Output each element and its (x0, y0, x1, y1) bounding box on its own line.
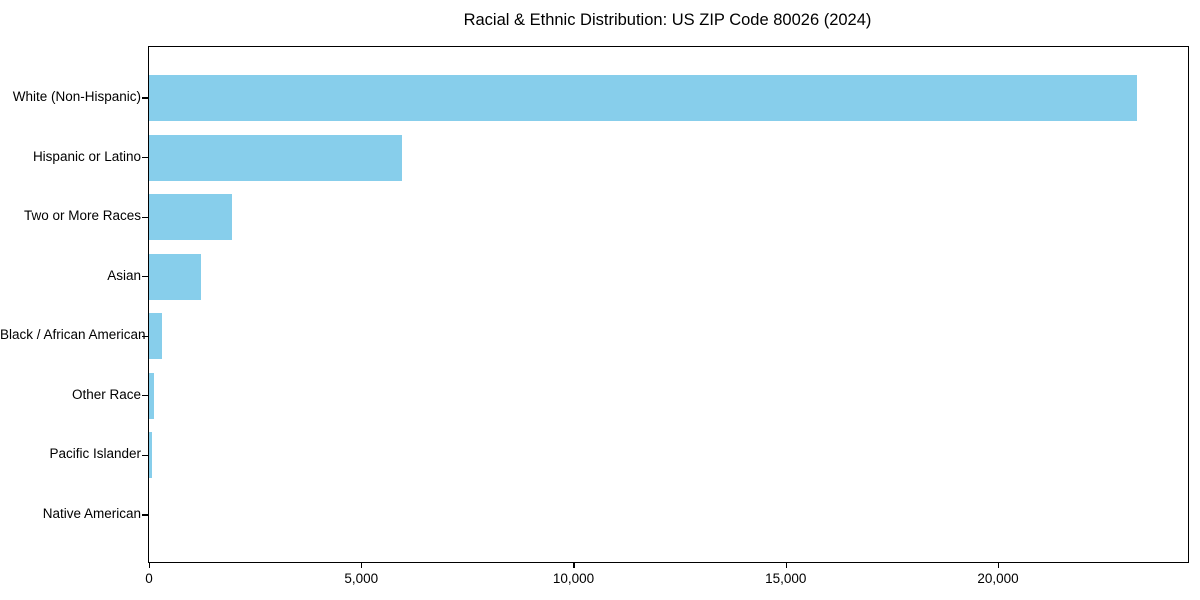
x-tick-label: 5,000 (344, 571, 379, 586)
y-label-white-non-hispanic: White (Non-Hispanic) (12, 89, 141, 104)
x-tick-mark (785, 562, 787, 568)
bar-white-non-hispanic (149, 75, 1137, 121)
bar-hispanic-or-latino (149, 134, 402, 181)
y-label-two-or-more-races: Two or More Races (23, 208, 141, 224)
y-label-pacific-islander: Pacific Islander (49, 446, 141, 462)
y-tick-mark (142, 454, 148, 456)
y-label-other-race: Other Race (71, 386, 141, 402)
y-tick-mark (142, 276, 148, 278)
bar-two-or-more-races (149, 194, 232, 241)
bar-black-african-american (149, 313, 162, 360)
x-tick-label: 0 (145, 571, 153, 586)
x-tick-mark (997, 562, 1000, 568)
y-label-black-african-american: Black / African American (0, 327, 146, 343)
y-label-hispanic-or-latino: Hispanic or Latino (32, 148, 141, 164)
bar-pacific-islander (149, 432, 152, 479)
y-tick-mark (142, 395, 148, 397)
y-tick-mark (142, 216, 148, 218)
x-tick-mark (149, 562, 151, 568)
chart-title: Racial & Ethnic Distribution: US ZIP Cod… (463, 11, 872, 29)
x-tick-label: 10,000 (552, 571, 595, 586)
bar-other-race (149, 372, 154, 419)
plot-area: 0 5,000 10,000 15,000 20,000 (142, 46, 1189, 586)
y-tick-mark (142, 514, 148, 516)
y-label-asian: Asian (107, 267, 141, 283)
x-tick-mark (361, 562, 363, 568)
x-tick-label: 20,000 (977, 571, 1019, 586)
y-label-native-american: Native American (42, 505, 141, 521)
x-tick-label: 15,000 (765, 571, 807, 586)
y-tick-mark (142, 156, 148, 159)
bar-asian (149, 253, 201, 300)
y-tick-mark (142, 335, 148, 337)
y-tick-mark (142, 97, 148, 99)
x-tick-mark (573, 562, 575, 568)
